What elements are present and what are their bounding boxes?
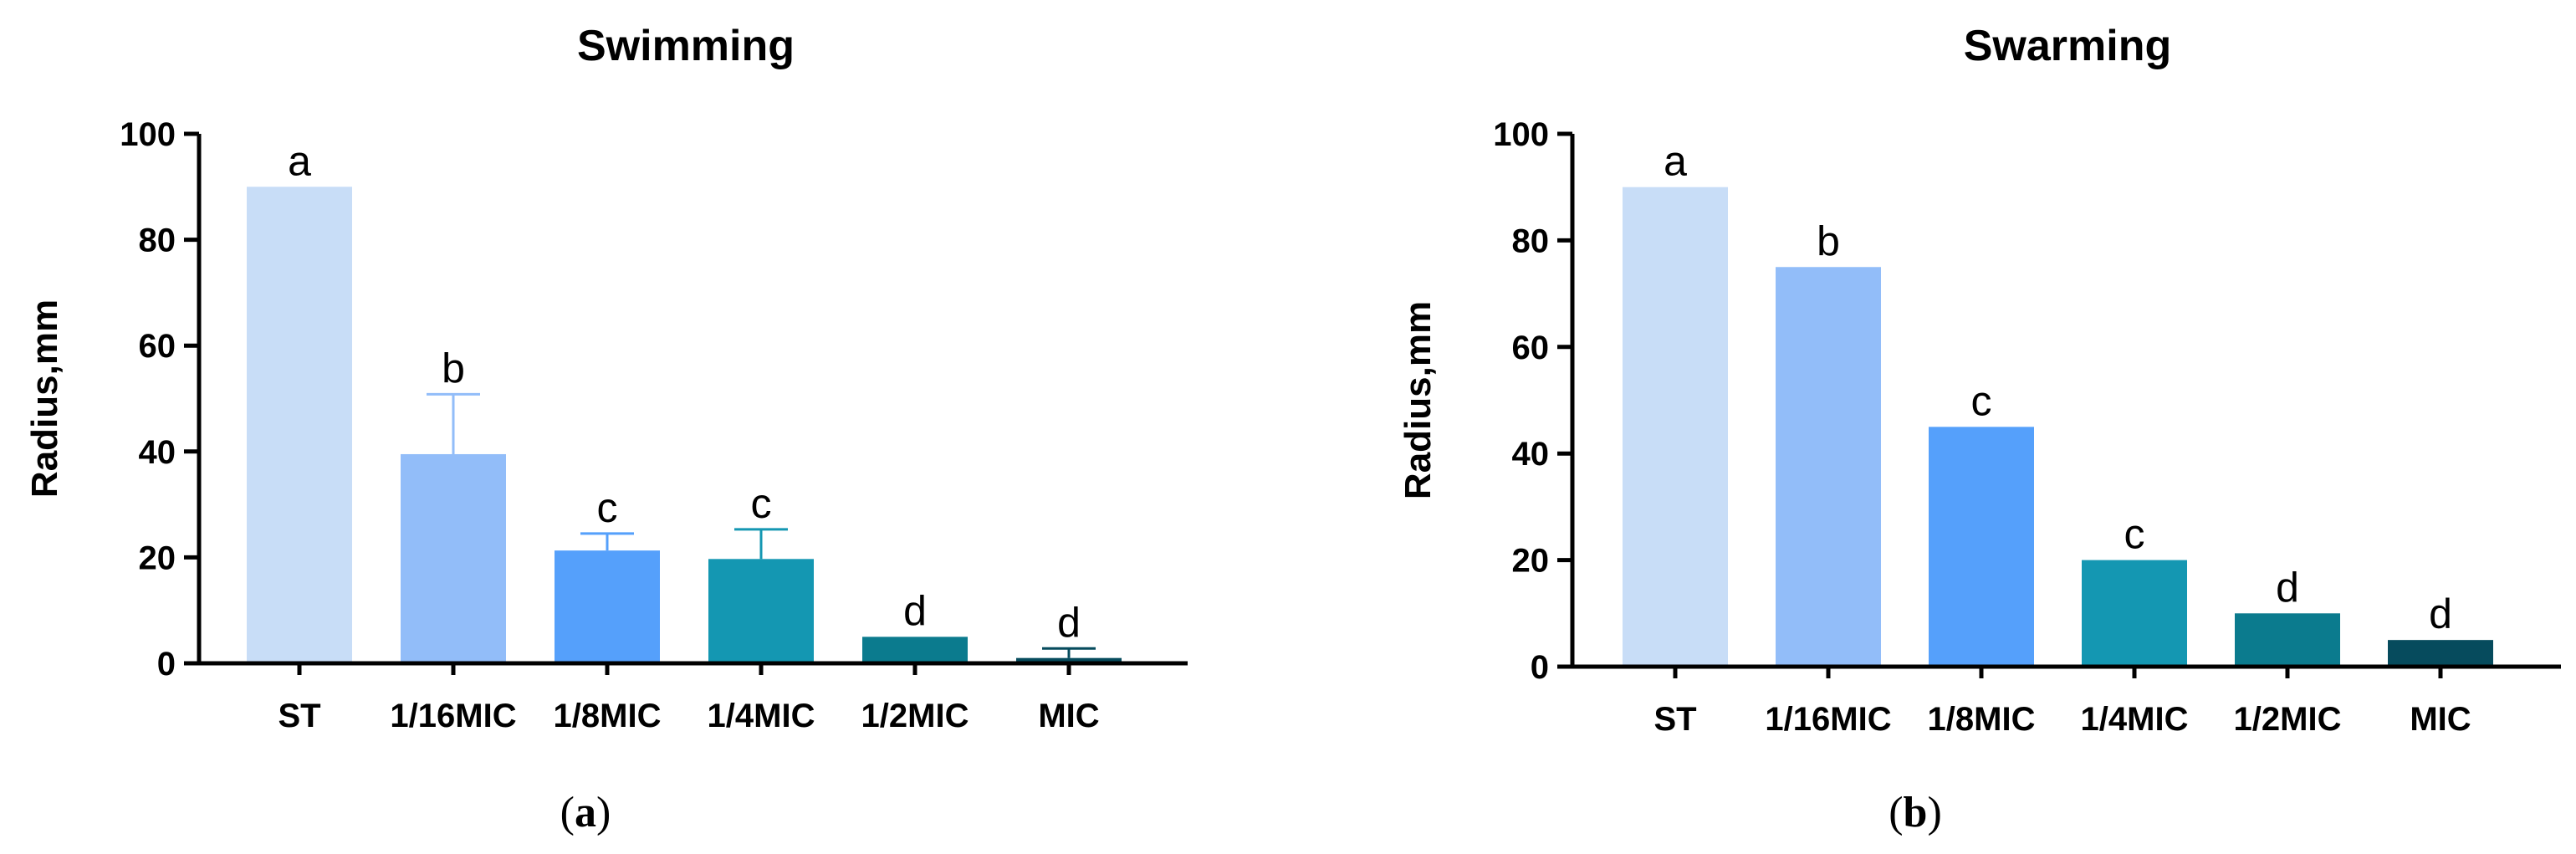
chart-swimming: Swimming Radius,mm 0 20 40 60 80 100 a ST b 1/16MIC… — [24, 22, 1188, 836]
significance-letter: c — [751, 480, 772, 527]
bar-st — [1623, 187, 1728, 667]
significance-letter: a — [1664, 138, 1687, 185]
bar-1-16mic — [1776, 267, 1881, 667]
chart-swarming: Swarming Radius,mm 0 20 40 60 80 100 a ST b 1/16MIC… — [1398, 22, 2561, 836]
x-tick-label: 1/8MIC — [1928, 701, 2036, 738]
x-tick-label: 1/4MIC — [2081, 701, 2189, 738]
bar-st — [247, 187, 352, 664]
x-tick-label: MIC — [2410, 701, 2471, 738]
y-tick-label: 40 — [1512, 436, 1550, 473]
y-axis-label: Radius,mm — [1398, 301, 1439, 499]
x-tick-label: MIC — [1038, 698, 1099, 734]
significance-letter: d — [1057, 599, 1081, 646]
y-tick-label: 100 — [1493, 116, 1549, 153]
panel-label-letter: b — [1904, 789, 1928, 836]
x-tick-label: 1/8MIC — [554, 698, 662, 734]
bar-1-8mic — [1929, 427, 2034, 667]
bar-1-4mic — [2082, 560, 2187, 667]
significance-letter: c — [1971, 377, 1992, 424]
y-tick-label: 40 — [139, 434, 176, 471]
y-tick-label: 0 — [1531, 649, 1549, 686]
y-tick-label: 60 — [139, 328, 176, 365]
y-tick-label: 20 — [139, 540, 176, 576]
significance-letter: d — [903, 587, 927, 634]
panel-label-close: ) — [596, 789, 611, 836]
y-axis-label: Radius,mm — [24, 299, 65, 498]
x-tick-label: ST — [1653, 701, 1696, 738]
bar-mic — [1016, 657, 1122, 663]
significance-letter: b — [442, 345, 465, 391]
panel-label-open: ( — [1889, 789, 1903, 836]
significance-letter: d — [2429, 591, 2452, 637]
chart-title: Swarming — [1964, 22, 2172, 70]
x-tick-label: 1/2MIC — [861, 698, 969, 734]
panel-label: (a) — [560, 789, 611, 836]
y-tick-label: 80 — [1512, 222, 1550, 259]
bar-1-2mic — [2235, 613, 2340, 667]
y-tick-label: 20 — [1512, 543, 1550, 580]
significance-letter: d — [2276, 564, 2299, 611]
bar-mic — [2388, 640, 2493, 667]
significance-letter: b — [1817, 217, 1840, 264]
x-tick-label: ST — [278, 698, 320, 734]
bar-1-4mic — [708, 559, 814, 663]
significance-letter: c — [2124, 511, 2145, 558]
bar-1-8mic — [555, 550, 660, 663]
significance-letter: c — [597, 484, 618, 531]
y-tick-label: 0 — [157, 646, 176, 683]
y-tick-label: 100 — [120, 116, 176, 153]
x-tick-label: 1/16MIC — [390, 698, 516, 734]
x-tick-label: 1/4MIC — [708, 698, 815, 734]
panel-label-open: ( — [560, 789, 575, 836]
chart-title: Swimming — [577, 22, 795, 70]
panel-label-close: ) — [1927, 789, 1941, 836]
x-tick-label: 1/16MIC — [1765, 701, 1891, 738]
significance-letter: a — [288, 137, 311, 184]
bar-1-2mic — [862, 637, 968, 663]
x-tick-label: 1/2MIC — [2234, 701, 2342, 738]
bar-1-16mic — [401, 453, 506, 663]
y-tick-label: 80 — [139, 222, 176, 259]
panel-label: (b) — [1889, 789, 1942, 836]
y-tick-label: 60 — [1512, 330, 1550, 366]
panel-label-letter: a — [575, 789, 596, 836]
